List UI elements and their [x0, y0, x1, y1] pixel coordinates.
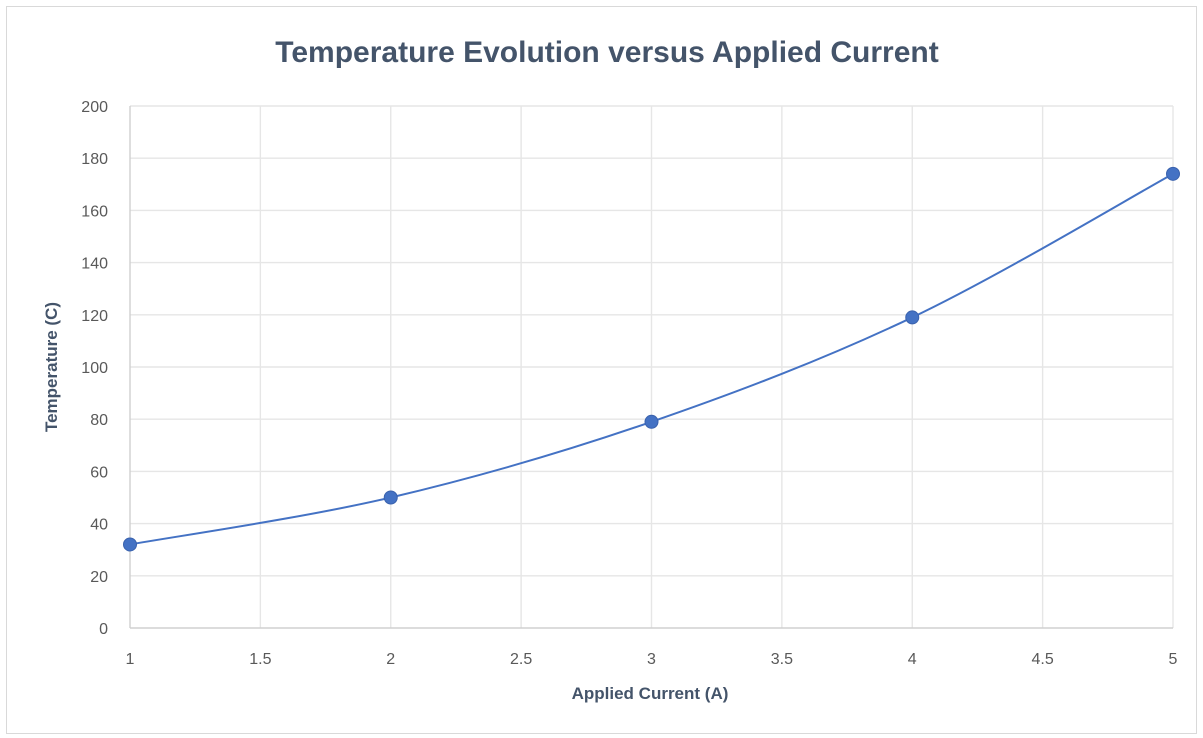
x-tick-label: 4: [908, 651, 917, 668]
data-point: [905, 310, 920, 325]
y-tick-label: 0: [99, 621, 108, 638]
y-tick-label: 160: [81, 203, 108, 220]
y-tick-label: 20: [90, 569, 108, 586]
x-tick-label: 2: [386, 651, 395, 668]
x-tick-label: 1.5: [249, 651, 271, 668]
x-tick-label: 3.5: [771, 651, 793, 668]
data-point: [1166, 166, 1180, 181]
x-tick-label: 4.5: [1032, 651, 1054, 668]
y-tick-label: 120: [81, 308, 108, 325]
data-point: [644, 414, 659, 429]
y-tick-label: 100: [81, 360, 108, 377]
x-axis-title: Applied Current (A): [572, 684, 729, 703]
grid-layer: [130, 105, 1174, 628]
chart-title: Temperature Evolution versus Applied Cur…: [275, 36, 938, 69]
y-tick-label: 200: [81, 99, 108, 116]
chart-frame: [6, 6, 1197, 734]
y-tick-label: 180: [81, 151, 108, 168]
x-tick-label: 3: [647, 651, 656, 668]
y-tick-label: 80: [90, 412, 108, 429]
data-point: [383, 490, 398, 505]
series-layer: [123, 166, 1180, 552]
data-point: [123, 537, 137, 552]
y-axis-title: Temperature (C): [42, 302, 61, 432]
x-tick-label: 2.5: [510, 651, 532, 668]
x-tick-label: 1: [126, 651, 135, 668]
y-tick-label: 40: [90, 517, 108, 534]
tick-layer: 0 20 40 60 80 100 120 140 160 180 200 1 1.5 2 2.5 3 3.5 4…: [81, 99, 1177, 668]
x-tick-label: 5: [1169, 651, 1178, 668]
y-tick-label: 140: [81, 256, 108, 273]
y-tick-label: 60: [90, 464, 108, 481]
